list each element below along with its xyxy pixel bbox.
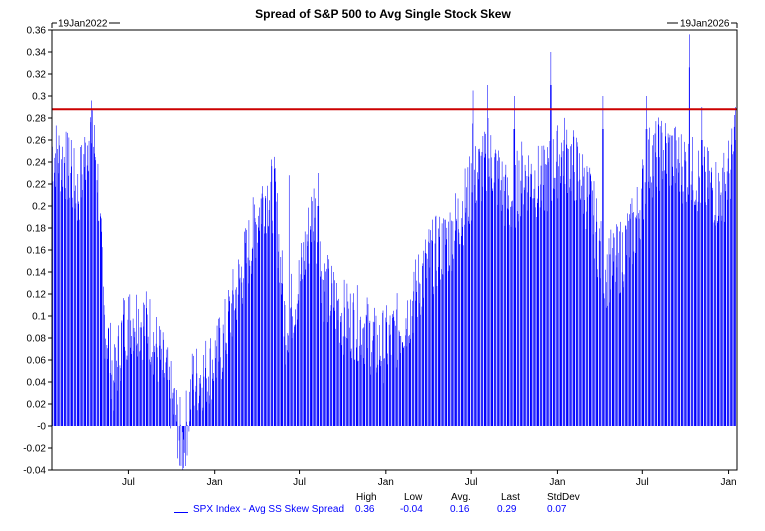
start-date-marker: 19Jan2022 bbox=[51, 19, 120, 30]
x-tick-label: Jan bbox=[378, 477, 394, 488]
y-tick-label: 0.08 bbox=[27, 334, 47, 345]
x-tick-label: Jan bbox=[549, 477, 565, 488]
y-tick-label: 0.1 bbox=[32, 312, 46, 323]
stats-value-high: 0.36 bbox=[355, 504, 375, 515]
y-tick-label: -0 bbox=[37, 422, 46, 433]
y-tick-label: 0.22 bbox=[27, 180, 47, 191]
stats-value-avg: 0.16 bbox=[450, 504, 470, 515]
y-tick-label: 0.34 bbox=[27, 48, 47, 59]
stats-header-high: High bbox=[356, 492, 377, 503]
y-tick-label: 0.14 bbox=[27, 268, 47, 279]
x-axis: Jul Jan Jul Jan Jul Jan Jul Jan bbox=[122, 470, 737, 488]
start-date-label: 19Jan2022 bbox=[58, 19, 108, 30]
x-tick-label: Jul bbox=[293, 477, 306, 488]
y-tick-label: 0.28 bbox=[27, 114, 47, 125]
x-tick-label: Jan bbox=[720, 477, 736, 488]
y-tick-label: -0.02 bbox=[23, 444, 46, 455]
y-tick-label: 0.16 bbox=[27, 246, 47, 257]
series-bars bbox=[51, 34, 738, 470]
stats-header-last: Last bbox=[501, 492, 520, 503]
stats-value-low: -0.04 bbox=[400, 504, 423, 515]
y-tick-label: 0.32 bbox=[27, 70, 47, 81]
y-tick-label: 0.12 bbox=[27, 290, 47, 301]
stats-header-low: Low bbox=[404, 492, 423, 503]
y-tick-label: 0.18 bbox=[27, 224, 47, 235]
stats-header-stddev: StdDev bbox=[547, 492, 580, 503]
y-axis: 0.36 0.34 0.32 0.3 0.28 0.26 0.24 0.22 0.2 0.18 0.… bbox=[23, 26, 52, 477]
plot-frame bbox=[51, 29, 738, 471]
y-tick-label: 0.36 bbox=[27, 26, 47, 37]
chart-title: Spread of S&P 500 to Avg Single Stock Sk… bbox=[255, 7, 511, 21]
end-date-label: 19Jan2026 bbox=[680, 19, 730, 30]
stats-value-stddev: 0.07 bbox=[547, 504, 567, 515]
y-tick-label: 0.06 bbox=[27, 356, 47, 367]
end-date-marker: 19Jan2026 bbox=[667, 19, 738, 30]
legend-series-label: SPX Index - Avg SS Skew Spread bbox=[193, 504, 345, 515]
x-tick-label: Jul bbox=[465, 477, 478, 488]
y-tick-label: 0.24 bbox=[27, 158, 47, 169]
y-tick-label: 0.02 bbox=[27, 400, 47, 411]
y-tick-label: 0.2 bbox=[32, 202, 46, 213]
x-tick-label: Jan bbox=[207, 477, 223, 488]
y-tick-label: -0.04 bbox=[23, 466, 46, 477]
x-tick-label: Jul bbox=[636, 477, 649, 488]
y-tick-label: 0.04 bbox=[27, 378, 47, 389]
stats-header-avg: Avg. bbox=[451, 492, 471, 503]
stats-value-last: 0.29 bbox=[497, 504, 517, 515]
x-tick-label: Jul bbox=[122, 477, 135, 488]
y-tick-label: 0.26 bbox=[27, 136, 47, 147]
y-tick-label: 0.3 bbox=[32, 92, 46, 103]
legend-swatch bbox=[174, 512, 188, 513]
